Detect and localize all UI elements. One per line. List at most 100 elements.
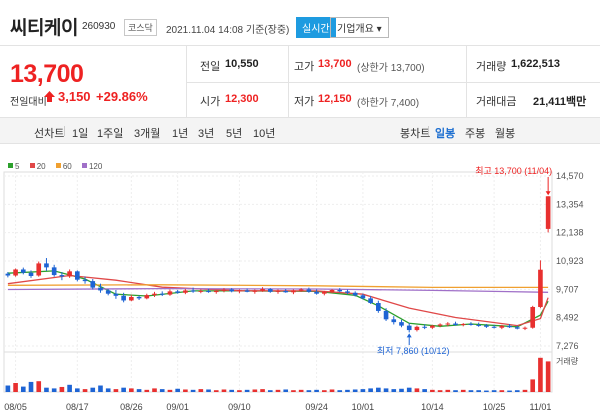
realtime-button[interactable]: 실시간 bbox=[296, 17, 336, 38]
candle-body bbox=[445, 323, 451, 325]
candle-body bbox=[175, 291, 180, 293]
low-label: 저가 bbox=[294, 96, 315, 108]
period-1w[interactable]: 1주일 bbox=[97, 128, 124, 140]
volume-bar bbox=[213, 390, 219, 392]
x-tick-label: 09/10 bbox=[228, 402, 251, 412]
candle-body bbox=[275, 290, 281, 292]
candle-weekly[interactable]: 주봉 bbox=[465, 128, 486, 140]
period-10y[interactable]: 10년 bbox=[253, 128, 276, 140]
volume-bar bbox=[484, 390, 489, 392]
x-tick-label: 10/01 bbox=[352, 402, 375, 412]
volume-bar bbox=[206, 389, 211, 392]
candle-body bbox=[383, 310, 389, 320]
candle-body bbox=[221, 289, 227, 291]
legend-label: 60 bbox=[62, 162, 72, 171]
low-arrowhead bbox=[406, 333, 412, 338]
amount-value: 21,411백만 bbox=[533, 96, 587, 108]
candlestick-chart[interactable]: 14,570 13,354 12,138 10,923 9,707 8,492 7,276 0… bbox=[0, 144, 600, 420]
candle-body bbox=[422, 326, 427, 328]
volume-bar bbox=[67, 384, 72, 392]
candle-body bbox=[514, 327, 520, 329]
candle-body bbox=[368, 298, 373, 304]
legend-swatch bbox=[8, 163, 13, 168]
prev-close-value: 10,550 bbox=[225, 58, 259, 70]
lower-limit: (하한가 7,400) bbox=[357, 98, 420, 109]
plot-frame bbox=[3, 171, 553, 393]
period-bar: 선차트 1일 1주일 3개월 1년 3년 5년 10년 봉차트 일봉 주봉 월봉 bbox=[0, 118, 600, 144]
legend-ma60: 60 bbox=[55, 162, 72, 171]
volume-bar bbox=[499, 390, 505, 392]
candle-body bbox=[399, 322, 404, 326]
volume-bar bbox=[144, 389, 150, 392]
candle-body bbox=[183, 290, 188, 293]
volume-bar bbox=[113, 389, 119, 392]
period-3m[interactable]: 3개월 bbox=[134, 128, 161, 140]
price-chart[interactable]: 5 20 60 120 14,570 13,354 12,138 10,923 9,70… bbox=[0, 144, 600, 420]
legend-swatch bbox=[55, 163, 61, 168]
y-tick-label: 12,138 bbox=[556, 228, 584, 238]
volume-bar bbox=[522, 389, 528, 392]
candle-body bbox=[437, 324, 443, 326]
candle-body bbox=[337, 289, 343, 292]
volume-bar bbox=[229, 389, 235, 392]
candle-body bbox=[105, 290, 111, 294]
volume-bar bbox=[244, 389, 250, 392]
x-tick-label: 08/26 bbox=[120, 402, 143, 412]
candle-body bbox=[291, 290, 296, 293]
volume-bar bbox=[368, 388, 373, 392]
candle-body bbox=[229, 289, 235, 292]
volume-bar bbox=[183, 389, 188, 392]
candle-monthly[interactable]: 월봉 bbox=[495, 128, 516, 140]
candle-chart-label: 봉차트 bbox=[400, 128, 431, 140]
volume-bar bbox=[252, 389, 258, 392]
volume-bar bbox=[5, 385, 11, 392]
volume-bar bbox=[198, 389, 204, 392]
period-3y[interactable]: 3년 bbox=[198, 128, 215, 140]
period-1y[interactable]: 1년 bbox=[172, 128, 189, 140]
volume-bar bbox=[221, 389, 227, 392]
low-annotation: 최저 7,860 (10/12) bbox=[377, 346, 450, 356]
x-tick-label: 09/01 bbox=[166, 402, 189, 412]
volume-bar bbox=[329, 389, 335, 392]
ma120-line bbox=[7, 287, 549, 293]
volume-bar bbox=[437, 390, 443, 392]
volume-bar bbox=[159, 389, 165, 392]
period-1d[interactable]: 1일 bbox=[72, 128, 89, 140]
candle-body bbox=[113, 293, 119, 296]
candle-body bbox=[190, 290, 196, 292]
x-tick-label: 11/01 bbox=[529, 402, 551, 412]
candle-body bbox=[283, 290, 289, 293]
candle-body bbox=[453, 323, 458, 325]
candle-body bbox=[167, 291, 173, 295]
volume-bar bbox=[360, 389, 366, 392]
divider bbox=[186, 82, 600, 83]
separator bbox=[428, 126, 429, 136]
volume-bar bbox=[453, 390, 458, 392]
period-5y[interactable]: 5년 bbox=[226, 128, 243, 140]
candle-body bbox=[507, 325, 512, 328]
candle-body bbox=[98, 287, 103, 291]
volume-bar bbox=[152, 388, 157, 392]
candle-body bbox=[376, 303, 381, 311]
volume-bar bbox=[44, 387, 49, 392]
candle-daily[interactable]: 일봉 bbox=[435, 128, 456, 140]
candle-body bbox=[28, 272, 34, 276]
candle-body bbox=[67, 271, 72, 277]
volume-bar bbox=[530, 379, 536, 392]
company-overview-button[interactable]: 기업개요 ▾ bbox=[330, 17, 389, 38]
volume-bar bbox=[422, 389, 427, 392]
candle-body bbox=[244, 290, 250, 292]
volume-bar bbox=[399, 388, 404, 392]
volume-bar bbox=[383, 388, 389, 392]
volume-bar bbox=[129, 388, 134, 392]
candle-body bbox=[468, 323, 474, 325]
change-percent: +29.86% bbox=[96, 89, 148, 104]
candle-body bbox=[499, 325, 505, 328]
y-tick-label: 10,923 bbox=[556, 256, 584, 266]
candle-body bbox=[321, 291, 327, 294]
candle-body bbox=[237, 290, 242, 292]
candle-body bbox=[13, 269, 18, 276]
x-tick-label: 10/14 bbox=[421, 402, 444, 412]
high-value: 13,700 bbox=[318, 58, 352, 70]
volume-bar bbox=[337, 390, 343, 392]
